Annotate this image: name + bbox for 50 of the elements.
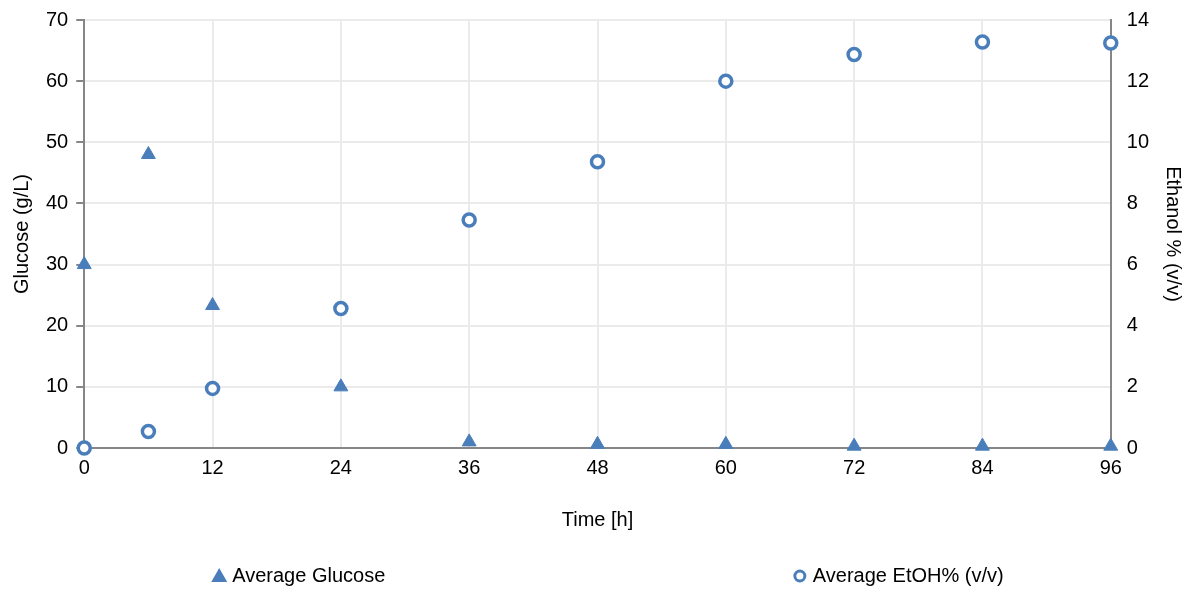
x-tick-label: 84 [971, 455, 994, 478]
y2-tick-label: 10 [1126, 129, 1149, 152]
y-tick-label: 30 [46, 252, 69, 275]
point [846, 437, 862, 451]
point [718, 435, 734, 449]
point [204, 380, 221, 397]
y-tick-label: 0 [57, 435, 69, 458]
point [1103, 437, 1119, 451]
point [333, 378, 349, 392]
point [205, 297, 220, 311]
y2-tick-label: 6 [1126, 252, 1138, 275]
point [140, 146, 156, 160]
y2-axis-title: Ethanol % (v/v) [1163, 166, 1186, 302]
y2-tick-label: 8 [1126, 190, 1138, 213]
point [333, 300, 349, 317]
y-tick-label: 60 [46, 68, 69, 91]
point [975, 437, 990, 451]
y-tick-label: 20 [46, 313, 69, 336]
point [1103, 35, 1119, 51]
x-tick-label: 72 [843, 455, 866, 478]
point [76, 440, 92, 456]
x-tick-label: 24 [329, 455, 352, 478]
x-tick-label: 60 [714, 455, 737, 478]
y-tick-label: 70 [46, 7, 69, 30]
point [461, 212, 477, 228]
y-tick-label: 40 [46, 190, 69, 213]
point [718, 73, 734, 89]
y2-tick-label: 2 [1126, 374, 1138, 397]
x-axis-title: Time [h] [561, 507, 634, 530]
y-tick-label: 10 [46, 374, 69, 397]
x-tick-label: 0 [78, 455, 90, 478]
point [461, 433, 477, 447]
x-tick-label: 12 [201, 455, 224, 478]
legend-label: Average Glucose [232, 563, 386, 586]
y2-tick-label: 12 [1126, 68, 1149, 91]
point [589, 154, 606, 170]
y-tick-label: 50 [46, 129, 69, 152]
point [590, 435, 605, 449]
y2-tick-label: 4 [1126, 313, 1138, 336]
y2-tick-label: 14 [1126, 7, 1149, 30]
x-tick-label: 96 [1099, 455, 1122, 478]
point [76, 256, 92, 270]
y-axis-title: Glucose (g/L) [9, 173, 32, 295]
x-tick-label: 48 [586, 455, 609, 478]
point [846, 46, 862, 63]
legend-label: Average EtOH% (v/v) [812, 563, 1004, 586]
x-tick-label: 36 [458, 455, 481, 478]
y2-tick-label: 0 [1126, 435, 1138, 458]
point [140, 423, 157, 440]
point [974, 34, 991, 50]
